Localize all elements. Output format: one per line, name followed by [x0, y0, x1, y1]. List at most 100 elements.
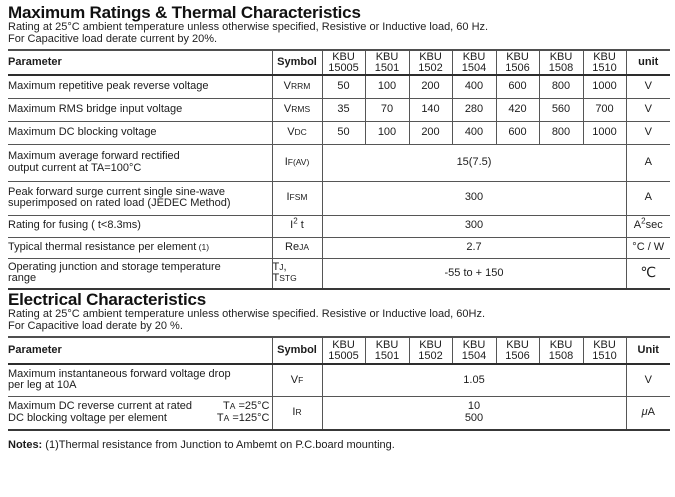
electrical-subtitle-1: Rating at 25°C ambient temperature unles… — [8, 308, 486, 320]
footnote: Notes: (1)Thermal resistance from Juncti… — [8, 439, 670, 451]
col-header-kbu1502: KBU 1502 — [408, 337, 452, 365]
symbol-cell: VRMS — [271, 97, 322, 121]
unit-cell: A2sec — [625, 214, 670, 237]
table-row-tj-tstg: Operating junction and storage temperatu… — [8, 257, 670, 289]
col-header-kbu15005: KBU 15005 — [321, 337, 365, 365]
param-cell: Maximum instantaneous forward voltage dr… — [8, 367, 231, 392]
value-cell: 600 — [495, 75, 539, 98]
value-cell: 1000 — [582, 75, 626, 98]
col-header-kbu1504: KBU 1504 — [451, 337, 496, 365]
symbol-cell: VF — [271, 364, 322, 396]
value-cell: 700 — [582, 97, 626, 121]
table-row-vrms: Maximum RMS bridge input voltage VRMS 35… — [8, 97, 670, 121]
unit-cell: V — [625, 97, 670, 121]
electrical-characteristics-table: Parameter Symbol KBU 15005 KBU 1501 KBU 150… — [8, 336, 670, 431]
footnote-text: (1)Thermal resistance from Junction to A… — [42, 439, 395, 451]
max-ratings-subtitle-1: Rating at 25°C ambient temperature unles… — [8, 21, 489, 33]
value-cell: 50 — [321, 120, 365, 144]
electrical-subtitle-2: For Capacitive load derate by 20 %. — [8, 319, 183, 332]
col-header-kbu1504: KBU 1504 — [451, 50, 496, 76]
col-header-symbol: Symbol — [271, 337, 322, 365]
col-header-parameter: Parameter — [8, 337, 272, 365]
table1-header-row: Parameter Symbol KBU 15005 KBU 1501 KBU 150… — [8, 50, 670, 76]
symbol-cell: ReJA — [271, 236, 322, 258]
table-row-vrrm: Maximum repetitive peak reverse voltage … — [8, 75, 670, 98]
value-cell: 600 — [495, 120, 539, 144]
col-header-kbu1506: KBU 1506 — [495, 50, 539, 76]
col-header-kbu1510: KBU 1510 — [582, 50, 626, 76]
table-row-ir: Maximum DC reverse current at rated TA =… — [8, 395, 670, 430]
value-cell: 400 — [451, 75, 496, 98]
unit-cell: V — [625, 364, 670, 396]
value-cell: 200 — [408, 75, 452, 98]
unit-cell: V — [625, 75, 670, 98]
param-cell: Maximum RMS bridge input voltage — [8, 97, 272, 121]
table2-header-row: Parameter Symbol KBU 15005 KBU 1501 KBU 150… — [8, 337, 670, 365]
col-header-symbol: Symbol — [271, 50, 322, 76]
footnote-label: Notes: — [8, 439, 43, 451]
param-cell: Rating for fusing ( t<8.3ms) — [8, 214, 272, 237]
col-header-kbu1502: KBU 1502 — [408, 50, 452, 76]
col-header-kbu1508: KBU 1508 — [538, 337, 583, 365]
value-cell: 50 — [321, 75, 365, 98]
param-cell: Typical thermal resistance per element (… — [8, 236, 272, 258]
value-cell: 35 — [321, 97, 365, 121]
symbol-cell: IF(AV) — [271, 143, 322, 181]
unit-cell: V — [625, 120, 670, 144]
param-cell: Maximum DC blocking voltage — [8, 120, 272, 144]
value-cell: 300 — [321, 180, 626, 215]
value-cell: 400 — [451, 120, 496, 144]
col-header-kbu1508: KBU 1508 — [538, 50, 583, 76]
value-cell: 420 — [495, 97, 539, 121]
electrical-characteristics-title: Electrical Characteristics — [8, 290, 206, 309]
value-cell: 100 — [364, 75, 409, 98]
unit-cell: μA — [625, 395, 670, 430]
value-cell: 800 — [538, 120, 583, 144]
unit-cell: °C / W — [625, 236, 670, 258]
value-cell: 10 500 — [321, 395, 626, 430]
max-ratings-title: Maximum Ratings & Thermal Characteristic… — [8, 3, 361, 22]
table-row-ifav: Maximum average forward rectified output… — [8, 143, 670, 181]
param-cell: Maximum repetitive peak reverse voltage — [8, 80, 209, 92]
col-header-kbu15005: KBU 15005 — [321, 50, 365, 76]
unit-cell: A — [625, 143, 670, 181]
value-cell: 15(7.5) — [321, 143, 626, 181]
unit-cell: ℃ — [625, 257, 670, 289]
col-header-kbu1510: KBU 1510 — [582, 337, 626, 365]
col-header-unit: Unit — [625, 337, 670, 365]
value-cell: 1000 — [582, 120, 626, 144]
symbol-cell: I2 t — [271, 214, 322, 237]
table-row-ifsm: Peak forward surge current single sine-w… — [8, 180, 670, 215]
value-cell: -55 to + 150 — [321, 257, 626, 289]
value-cell: 70 — [364, 97, 409, 121]
col-header-kbu1501: KBU 1501 — [364, 337, 409, 365]
param-cell: Peak forward surge current single sine-w… — [8, 180, 272, 215]
unit-cell: A — [625, 180, 670, 215]
symbol-cell: VDC — [271, 120, 322, 144]
datasheet-page: Maximum Ratings & Thermal Characteristic… — [8, 3, 670, 451]
table-row-vdc: Maximum DC blocking voltage VDC 50 100 2… — [8, 120, 670, 144]
table-row-vf: Maximum instantaneous forward voltage dr… — [8, 364, 670, 396]
max-ratings-subtitle-2: For Capacitive load derate current by 20… — [8, 32, 218, 45]
value-cell: 200 — [408, 120, 452, 144]
value-cell: 280 — [451, 97, 496, 121]
param-cell: Maximum average forward rectified output… — [8, 143, 272, 181]
max-ratings-table: Parameter Symbol KBU 15005 KBU 1501 KBU 150… — [8, 49, 670, 290]
value-cell: 1.05 — [321, 364, 626, 396]
col-header-unit: unit — [625, 50, 670, 76]
table-row-rthja: Typical thermal resistance per element (… — [8, 236, 670, 258]
col-header-parameter: Parameter — [8, 50, 272, 76]
value-cell: 300 — [321, 214, 626, 237]
value-cell: 140 — [408, 97, 452, 121]
col-header-kbu1501: KBU 1501 — [364, 50, 409, 76]
value-cell: 100 — [364, 120, 409, 144]
symbol-cell: IFSM — [271, 180, 322, 215]
table-row-i2t: Rating for fusing ( t<8.3ms) I2 t 300 A2… — [8, 214, 670, 237]
col-header-kbu1506: KBU 1506 — [495, 337, 539, 365]
param-cell: Operating junction and storage temperatu… — [8, 257, 272, 289]
symbol-cell: VRRM — [271, 75, 322, 98]
value-cell: 2.7 — [321, 236, 626, 258]
value-cell: 800 — [538, 75, 583, 98]
value-cell: 560 — [538, 97, 583, 121]
symbol-cell: TJ, TSTG — [271, 257, 322, 289]
